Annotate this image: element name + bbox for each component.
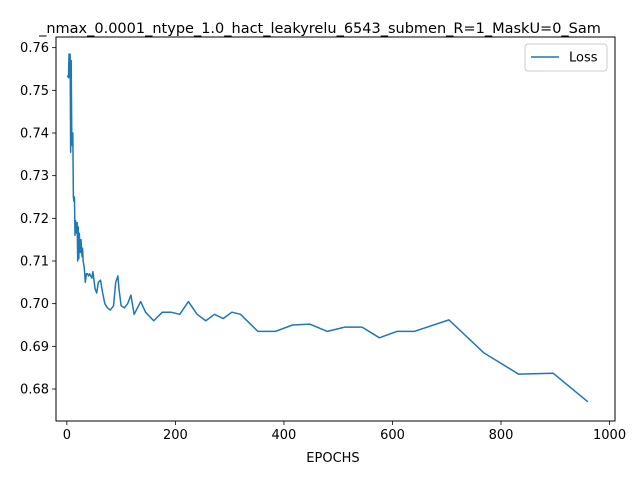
- plot-area: 0 200 400 600 800 1000 0.680.690.700.710.720.…: [20, 36, 626, 443]
- x-axis-ticks: 0 200 400 600 800 1000: [63, 421, 626, 443]
- x-tick-label: 1000: [593, 428, 626, 443]
- legend-label-loss: Loss: [569, 51, 598, 66]
- y-tick-label: 0.71: [20, 255, 49, 270]
- y-tick-label: 0.73: [20, 169, 49, 184]
- y-axis-ticks: 0.68 0.69 0.70 0.71 0.72 0.73 0.74 0.75 0.76: [20, 41, 56, 398]
- legend: Loss: [524, 43, 608, 72]
- y-tick-label: 0.75: [20, 84, 49, 99]
- y-tick-label: 0.76: [20, 41, 49, 56]
- axes-frame: [55, 36, 616, 422]
- y-tick-label: 0.72: [20, 212, 49, 227]
- y-tick-label: 0.69: [20, 340, 49, 355]
- x-tick-label: 400: [272, 428, 297, 443]
- x-tick-label: 200: [163, 428, 188, 443]
- legend-box: [524, 43, 608, 72]
- x-tick-label: 0: [63, 428, 71, 443]
- x-tick-label: 600: [380, 428, 405, 443]
- x-axis-label: EPOCHS: [306, 451, 359, 466]
- x-tick-label: 800: [489, 428, 514, 443]
- chart-title: _nmax_0.0001_ntype_1.0_hact_leakyrelu_65…: [38, 21, 601, 37]
- y-tick-label: 0.68: [20, 383, 49, 398]
- y-tick-label: 0.74: [20, 127, 49, 142]
- loss-series-line: [66, 53, 589, 403]
- y-tick-label: 0.70: [20, 297, 49, 312]
